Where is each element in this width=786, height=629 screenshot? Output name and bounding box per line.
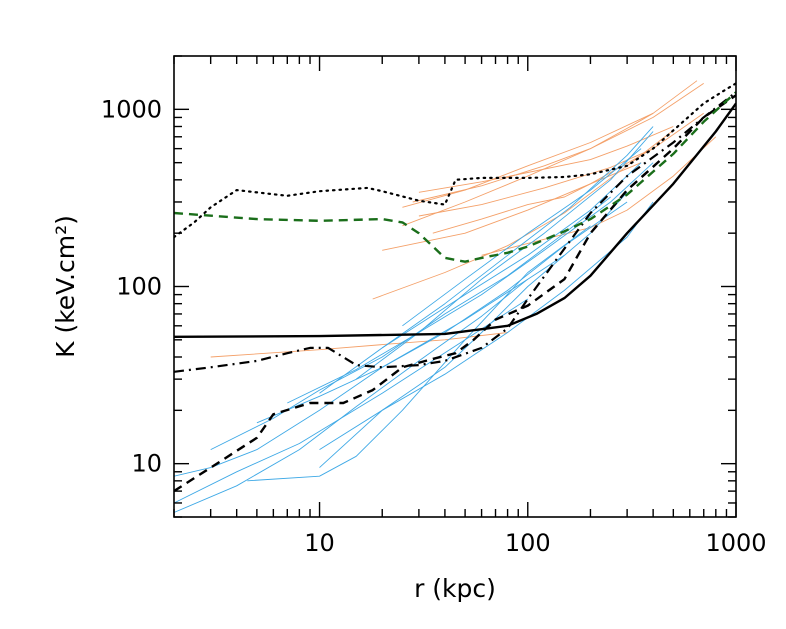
series-line-0 [174,102,736,338]
series-line-26 [381,126,654,349]
y-axis-label: K (keV.cm²) [51,215,80,358]
series-line-6 [372,130,674,300]
tick-layer: 10 100 1000 10 100 1000 [101,55,767,557]
series-line-5 [210,332,508,358]
series-line-10 [412,112,654,203]
x-tick-label: 1000 [705,529,766,557]
y-tick-label: 1000 [101,95,162,123]
y-tick-label: 10 [131,450,162,478]
series-line-8 [402,83,704,227]
series-line-4 [174,91,736,263]
series-line-3 [174,91,736,373]
series-line-1 [174,82,736,239]
series-line-21 [256,201,628,424]
x-tick-label: 10 [304,529,335,557]
series-line-15 [174,278,529,513]
series-line-14 [481,136,717,256]
series-line-22 [287,162,654,404]
series-line-20 [210,196,611,451]
series-line-16 [174,298,529,504]
series-line-24 [319,162,642,394]
series-line-9 [402,80,698,208]
series-line-23 [319,201,654,450]
series-line-13 [432,162,642,234]
series-line-27 [402,148,642,327]
series-line-18 [247,225,591,482]
series-line-25 [355,131,654,380]
series-line-7 [382,112,704,251]
series-line-17 [174,254,565,477]
x-axis-label: r (kpc) [414,574,496,603]
y-tick-label: 100 [116,273,162,301]
series-line-2 [174,94,736,493]
series-line-11 [418,148,654,217]
x-tick-label: 100 [505,529,551,557]
series-line-12 [418,126,674,193]
series-layer [174,80,736,513]
